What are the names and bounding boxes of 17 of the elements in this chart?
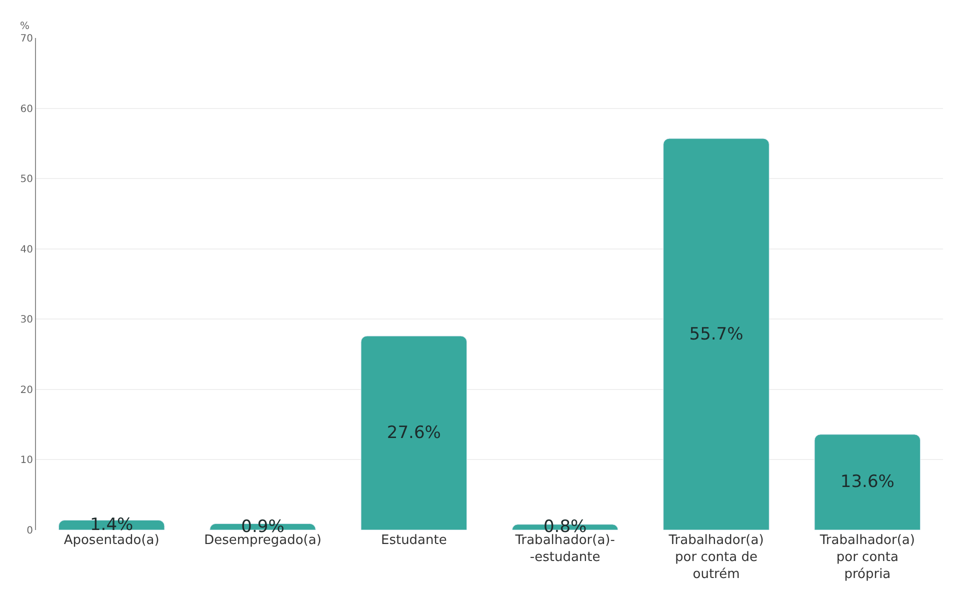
y-tick-label: 70 (20, 34, 33, 44)
x-tick-label: Trabalhador(a) por conta própria (818, 533, 915, 582)
y-tick-label: 20 (20, 384, 33, 396)
y-axis-title: % (20, 21, 30, 32)
data-label: 13.6% (840, 472, 894, 492)
y-tick-label: 40 (20, 244, 33, 256)
y-tick-label: 60 (20, 104, 33, 115)
x-tick-label: Estudante (380, 533, 447, 548)
x-tick-label: Aposentado(a) (64, 533, 160, 548)
y-tick-label: 0 (26, 526, 33, 536)
x-tick-label: Desempregado(a) (204, 533, 322, 548)
y-tick-label: 10 (20, 455, 33, 466)
y-tick-label: 30 (20, 314, 33, 326)
y-tick-label: 50 (20, 174, 33, 186)
x-tick-label: Trabalhador(a) por conta de outrém (668, 533, 764, 582)
data-label: 55.7% (689, 324, 744, 344)
data-label: 27.6% (386, 423, 441, 444)
